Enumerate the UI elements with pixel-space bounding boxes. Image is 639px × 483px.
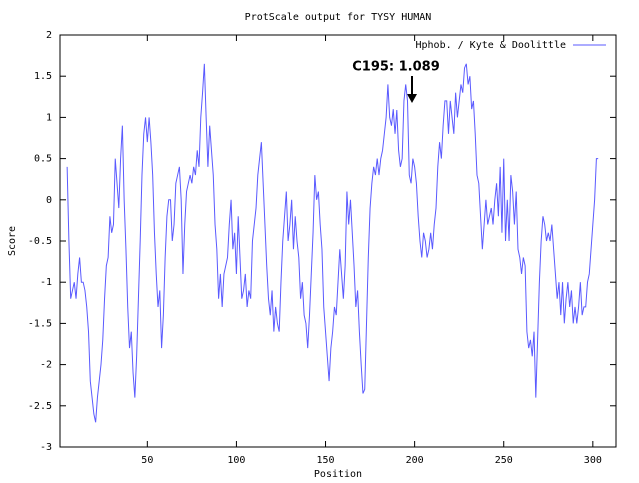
y-tick-label: -1 (40, 277, 52, 288)
y-tick-label: 2 (46, 30, 52, 41)
y-tick-label: 1 (46, 112, 52, 123)
y-tick-label: -1.5 (28, 318, 52, 329)
x-tick-label: 100 (227, 455, 245, 466)
y-tick-label: -3 (40, 442, 52, 453)
annotation: C195: 1.089 (352, 60, 440, 75)
x-tick-label: 150 (316, 455, 334, 466)
y-tick-label: -2.5 (28, 401, 52, 412)
y-tick-label: -0.5 (28, 236, 52, 247)
x-tick-label: 250 (495, 455, 513, 466)
x-tick-label: 300 (584, 455, 602, 466)
plot-frame (59, 34, 617, 448)
data-line (66, 63, 599, 423)
y-tick-label: 0.5 (34, 154, 52, 165)
annotation-arrowhead (407, 94, 417, 103)
x-tick-label: 200 (406, 455, 424, 466)
y-tick-label: 1.5 (34, 71, 52, 82)
y-tick-label: 0 (46, 195, 52, 206)
y-tick-label: -2 (40, 360, 52, 371)
chart-title: ProtScale output for TYSY HUMAN (245, 12, 432, 23)
x-tick-label: 50 (141, 455, 153, 466)
legend-label: Hphob. / Kyte & Doolittle (415, 40, 566, 51)
x-axis-label: Position (314, 469, 362, 480)
y-axis-label: Score (7, 226, 18, 256)
